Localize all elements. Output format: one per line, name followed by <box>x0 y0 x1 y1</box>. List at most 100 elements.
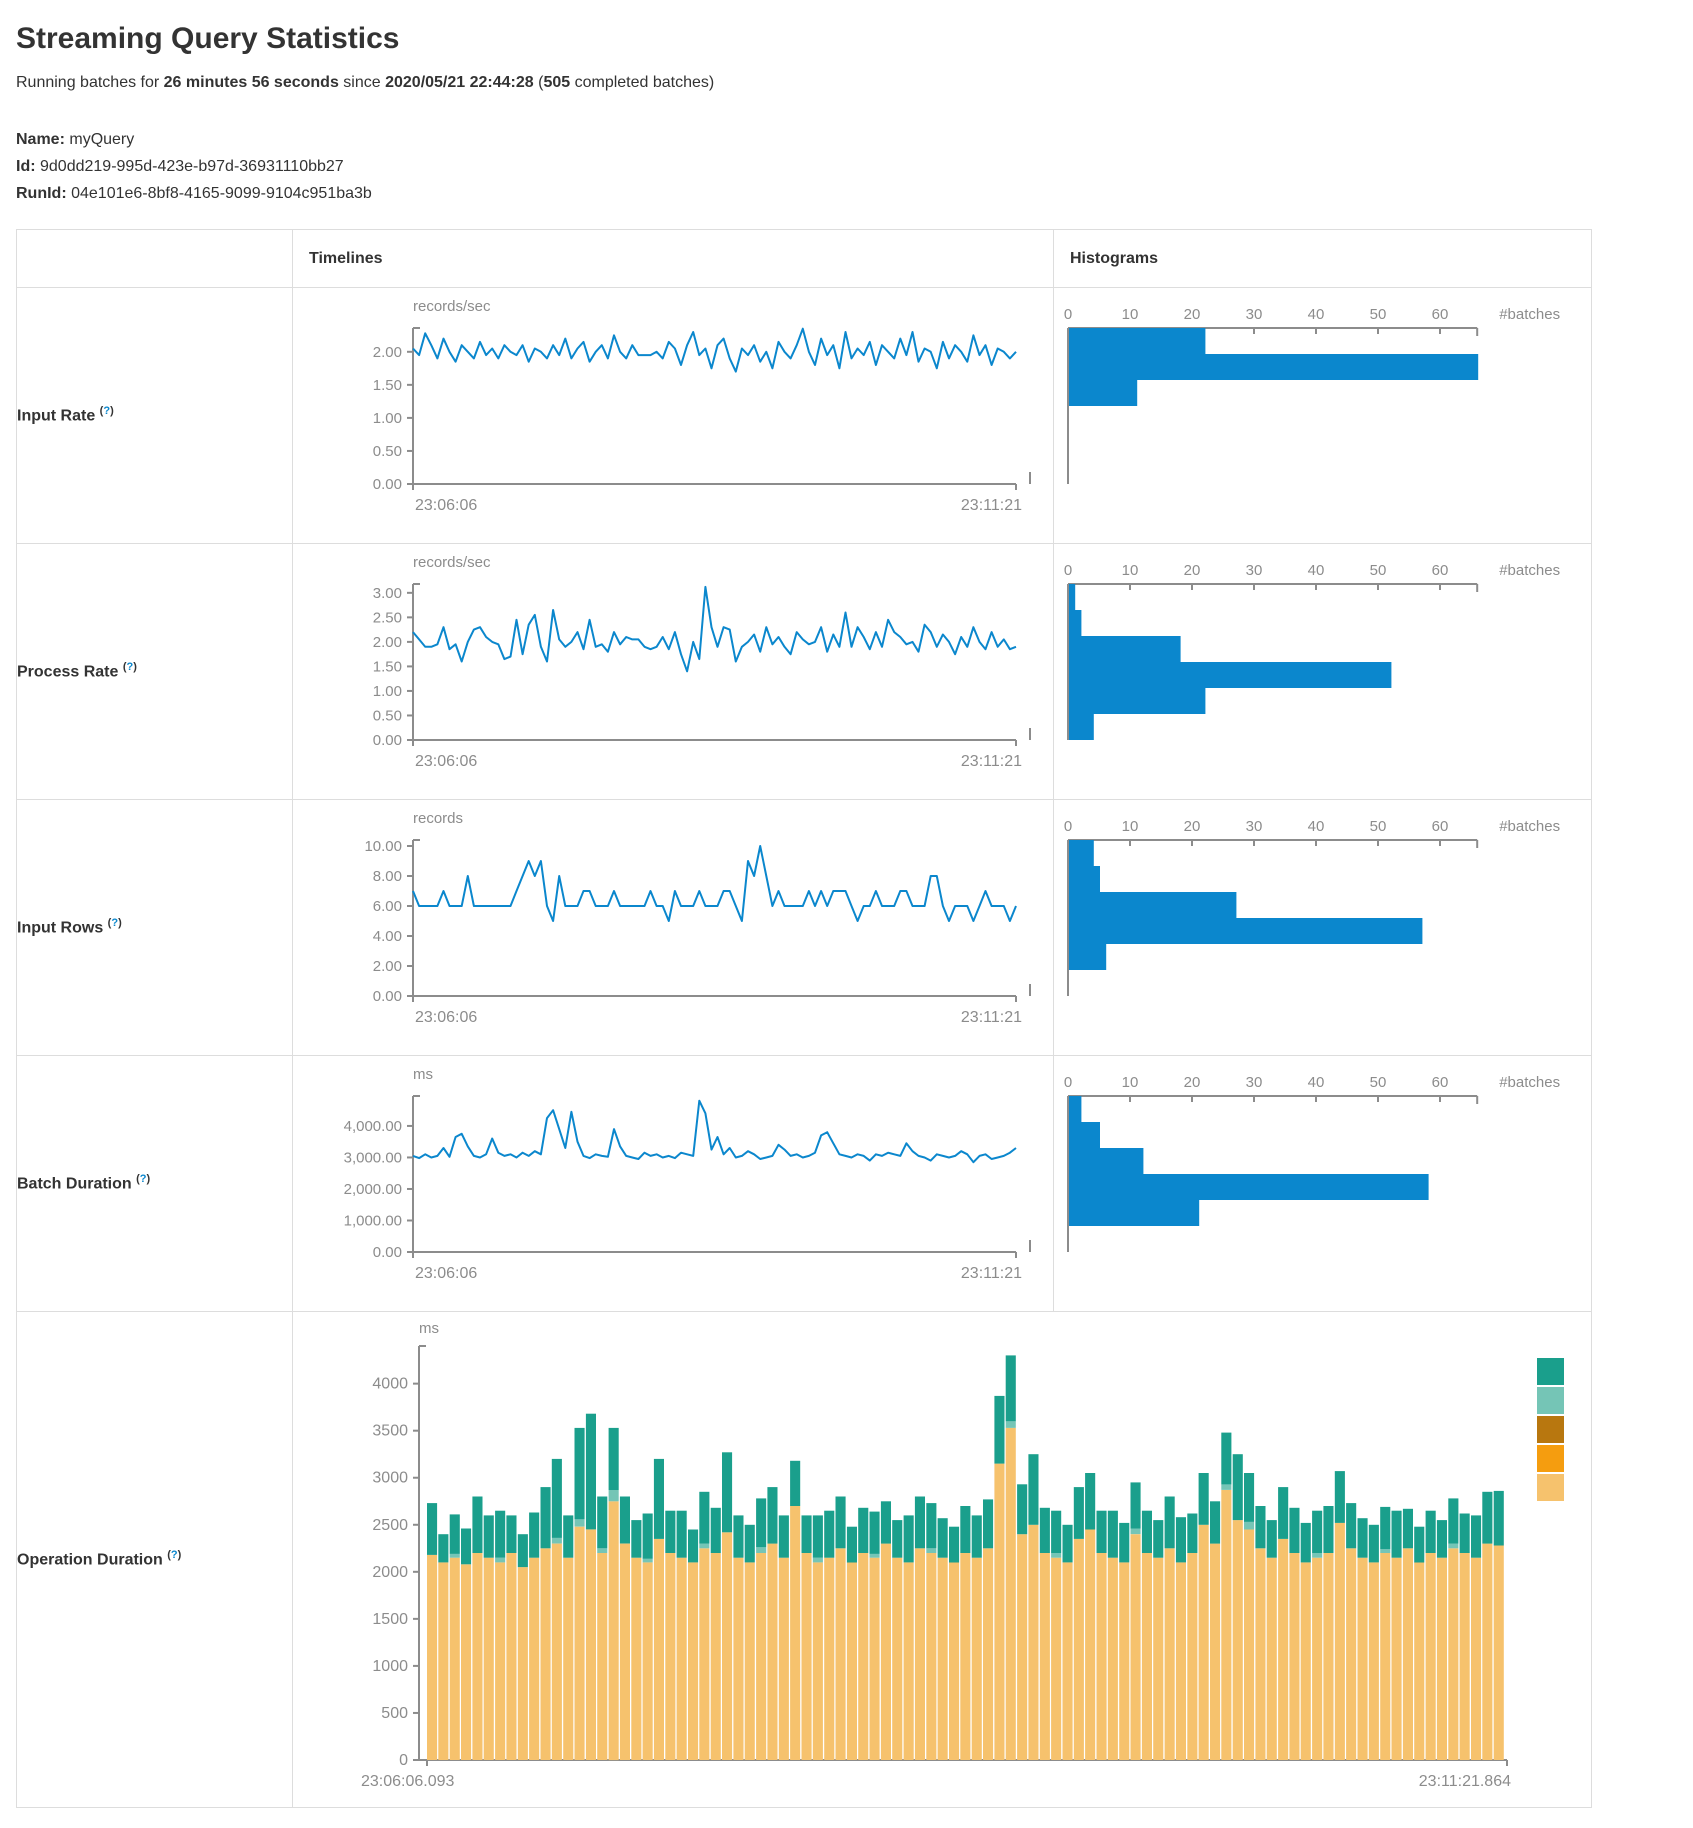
svg-text:50: 50 <box>1370 306 1387 323</box>
input-rows-label-cell: Input Rows (?) <box>16 799 293 1056</box>
svg-text:0.00: 0.00 <box>373 732 402 749</box>
input-rows-label: Input Rows <box>17 919 104 937</box>
query-runid-line: RunId: 04e101e6-8bf8-4165-9099-9104c951b… <box>16 180 1693 207</box>
svg-text:ms: ms <box>413 1066 433 1083</box>
operation-duration-help-icon[interactable]: (?) <box>167 1549 182 1562</box>
svg-text:30: 30 <box>1246 818 1263 835</box>
summary-since: since <box>338 74 386 91</box>
svg-text:0.00: 0.00 <box>373 988 402 1005</box>
operation-duration-chart-cell: ms 0 500 1000 1500 2000 2500 3000 3500 4000 23:06:… <box>292 1311 1592 1808</box>
svg-text:1.00: 1.00 <box>373 410 402 427</box>
operation-duration-label-cell: Operation Duration (?) <box>16 1311 293 1808</box>
svg-text:20: 20 <box>1184 306 1201 323</box>
summary-prefix: Running batches for <box>16 74 164 91</box>
batch-duration-timeline-chart: ms 0.00 1,000.00 2,000.00 3,000.00 4,000.00 23… <box>344 1066 1031 1282</box>
svg-text:8.00: 8.00 <box>373 868 402 885</box>
svg-text:0.00: 0.00 <box>373 476 402 493</box>
svg-text:23:11:21: 23:11:21 <box>961 1265 1022 1282</box>
query-name-value: myQuery <box>69 131 135 148</box>
batch-duration-label: Batch Duration <box>17 1175 132 1193</box>
svg-text:records/sec: records/sec <box>413 298 491 315</box>
process-rate-label: Process Rate <box>17 663 119 681</box>
svg-text:2,000.00: 2,000.00 <box>344 1181 402 1198</box>
svg-text:2500: 2500 <box>372 1517 408 1534</box>
svg-text:40: 40 <box>1308 1074 1325 1091</box>
svg-text:500: 500 <box>381 1705 408 1722</box>
batch-duration-histogram-cell: 0 10 20 30 40 50 60 #batches <box>1053 1055 1592 1312</box>
running-batches-summary: Running batches for 26 minutes 56 second… <box>16 74 1693 92</box>
input-rate-histogram: 0 10 20 30 40 50 60 #batches <box>1064 306 1560 484</box>
query-id-line: Id: 9d0dd219-995d-423e-b97d-36931110bb27 <box>16 153 1693 180</box>
process-rate-row: Process Rate (?) records/sec 0.00 0.50 1.00… <box>16 543 1592 800</box>
svg-text:20: 20 <box>1184 562 1201 579</box>
query-name-line: Name: myQuery <box>16 126 1693 153</box>
svg-text:40: 40 <box>1308 306 1325 323</box>
input-rate-row: Input Rate (?) records/sec 0.00 0.50 1.00 1.… <box>16 287 1592 544</box>
start-timestamp: 2020/05/21 22:44:28 <box>385 74 534 91</box>
svg-text:2000: 2000 <box>372 1564 408 1581</box>
histograms-column-header: Histograms <box>1053 229 1592 288</box>
svg-text:23:11:21.864: 23:11:21.864 <box>1419 1773 1511 1790</box>
summary-suffix: completed batches) <box>570 74 715 91</box>
svg-text:23:06:06: 23:06:06 <box>415 1265 477 1282</box>
svg-text:20: 20 <box>1184 818 1201 835</box>
batch-duration-help-icon[interactable]: (?) <box>136 1173 151 1186</box>
completed-batch-count: 505 <box>543 74 571 91</box>
svg-text:4,000.00: 4,000.00 <box>344 1118 402 1135</box>
input-rows-histogram-cell: 0 10 20 30 40 50 60 #batches <box>1053 799 1592 1056</box>
svg-text:40: 40 <box>1308 562 1325 579</box>
svg-text:30: 30 <box>1246 1074 1263 1091</box>
legend-swatch-2 <box>1537 1416 1564 1443</box>
input-rate-label-cell: Input Rate (?) <box>16 287 293 544</box>
svg-text:3000: 3000 <box>372 1470 408 1487</box>
page-title: Streaming Query Statistics <box>16 22 400 55</box>
operation-duration-label: Operation Duration <box>17 1551 163 1569</box>
svg-text:3,000.00: 3,000.00 <box>344 1149 402 1166</box>
svg-text:10: 10 <box>1122 306 1139 323</box>
svg-text:0.50: 0.50 <box>373 443 402 460</box>
svg-text:50: 50 <box>1370 1074 1387 1091</box>
svg-text:10: 10 <box>1122 818 1139 835</box>
summary-paren: ( <box>533 74 544 91</box>
svg-text:4.00: 4.00 <box>373 928 402 945</box>
svg-text:60: 60 <box>1432 562 1449 579</box>
input-rows-help-icon[interactable]: (?) <box>107 917 122 930</box>
input-rows-histogram: 0 10 20 30 40 50 60 #batches <box>1064 818 1560 996</box>
legend-swatch-0 <box>1537 1358 1564 1385</box>
process-rate-timeline-chart: records/sec 0.00 0.50 1.00 1.50 2.00 2.50 3.00 2… <box>373 554 1031 770</box>
svg-text:1500: 1500 <box>372 1611 408 1628</box>
svg-text:0.00: 0.00 <box>373 1244 402 1261</box>
query-runid-value: 04e101e6-8bf8-4165-9099-9104c951ba3b <box>71 185 372 202</box>
input-rows-row: Input Rows (?) records 0.00 2.00 4.00 6.00 8.… <box>16 799 1592 1056</box>
svg-text:0.50: 0.50 <box>373 707 402 724</box>
svg-text:#batches: #batches <box>1499 818 1560 835</box>
input-rate-label: Input Rate <box>17 407 96 425</box>
query-id-label: Id: <box>16 158 36 175</box>
svg-text:30: 30 <box>1246 562 1263 579</box>
timelines-column-header: Timelines <box>292 229 1054 288</box>
query-name-label: Name: <box>16 131 65 148</box>
metric-column-header <box>16 229 293 288</box>
svg-text:2.50: 2.50 <box>373 609 402 626</box>
svg-text:23:11:21: 23:11:21 <box>961 753 1022 770</box>
svg-text:records: records <box>413 810 463 827</box>
svg-text:0: 0 <box>1064 562 1072 579</box>
running-duration: 26 minutes 56 seconds <box>163 74 339 91</box>
svg-text:50: 50 <box>1370 818 1387 835</box>
svg-text:3.00: 3.00 <box>373 585 402 602</box>
svg-text:1000: 1000 <box>372 1658 408 1675</box>
svg-text:23:11:21: 23:11:21 <box>961 1009 1022 1026</box>
batch-duration-timeline-cell: ms 0.00 1,000.00 2,000.00 3,000.00 4,000.00 23… <box>292 1055 1054 1312</box>
input-rate-timeline-chart: records/sec 0.00 0.50 1.00 1.50 2.00 23:06:06 2… <box>373 298 1031 514</box>
process-rate-help-icon[interactable]: (?) <box>122 661 137 674</box>
svg-text:23:06:06: 23:06:06 <box>415 1009 477 1026</box>
svg-text:23:06:06: 23:06:06 <box>415 753 477 770</box>
svg-text:1.00: 1.00 <box>373 683 402 700</box>
svg-text:23:06:06.093: 23:06:06.093 <box>361 1773 455 1790</box>
svg-text:60: 60 <box>1432 818 1449 835</box>
svg-text:3500: 3500 <box>372 1423 408 1440</box>
svg-text:ms: ms <box>419 1320 439 1337</box>
input-rate-help-icon[interactable]: (?) <box>99 405 114 418</box>
svg-text:2.00: 2.00 <box>373 344 402 361</box>
